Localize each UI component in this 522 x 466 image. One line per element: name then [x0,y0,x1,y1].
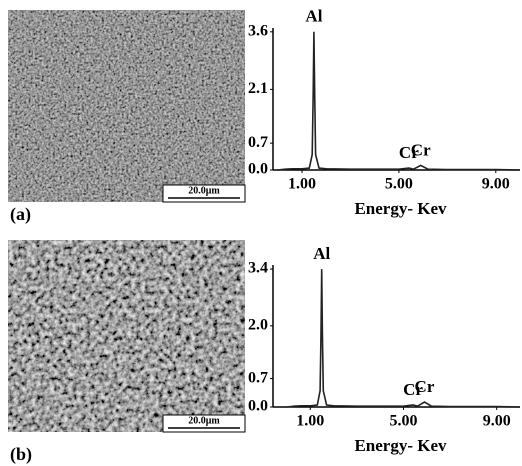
x-tick-label: 5.00 [389,413,417,430]
y-tick-label: 2.0 [248,317,268,334]
sem-texture [8,10,245,202]
annotation: Cr [399,143,419,162]
x-tick-label: 1.00 [288,176,316,193]
x-tick-label: 1.00 [296,413,324,430]
spectrum [286,269,521,408]
scale-bar-label: 20.0μm [188,185,220,196]
scale-bar-label: 20.0μm [188,415,220,426]
annotation: Al [313,244,330,263]
sem-image-b: 20.0μm [8,240,246,433]
y-tick-label: 0.7 [248,369,268,386]
y-tick-label: 0.7 [248,134,268,151]
y-tick-label: 2.1 [248,80,268,97]
x-axis-label: Energy- Kev [354,199,447,218]
sem-texture [8,240,245,432]
panel-label: (a) [10,204,31,225]
y-tick-label: 3.6 [248,23,268,40]
x-axis-label: Energy- Kev [354,436,447,455]
x-tick-label: 9.00 [483,413,511,430]
y-tick-label: 3.4 [248,260,268,277]
spectrum [277,31,521,171]
x-tick-label: 9.00 [482,176,510,193]
annotation: Al [305,7,322,26]
annotation: Cr [415,377,435,396]
x-tick-label: 5.00 [385,176,413,193]
y-tick-label: 0.0 [248,161,268,178]
panel-label: (b) [10,444,32,465]
annotation: Cr [411,140,431,159]
annotation: Cr [403,380,423,399]
sem-image-a: 20.0μm [8,10,246,203]
y-tick-label: 0.0 [248,398,268,415]
